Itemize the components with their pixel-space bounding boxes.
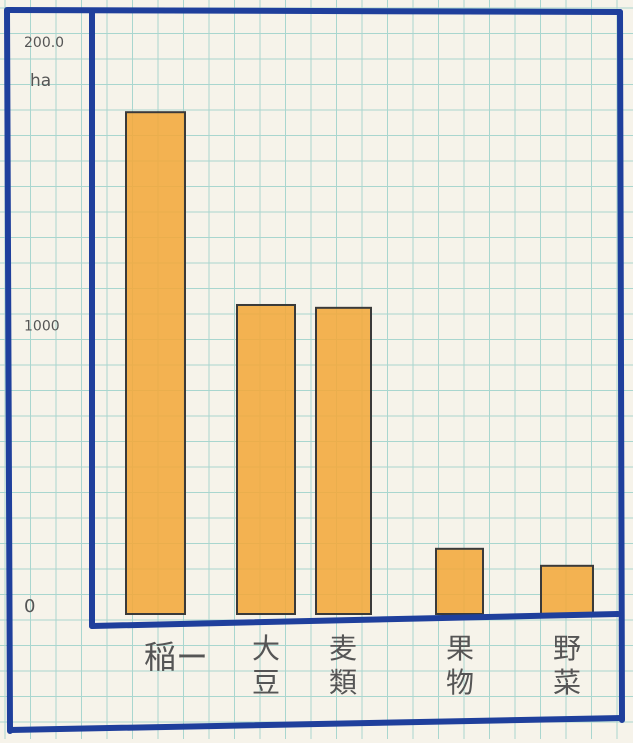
category-label: 野菜 bbox=[553, 632, 581, 699]
frame-left bbox=[4, 7, 13, 734]
frame-top bbox=[5, 7, 623, 15]
y-unit-label: ha bbox=[30, 71, 51, 91]
y-tick-label: 0 bbox=[24, 596, 35, 617]
bar-1 bbox=[125, 111, 186, 616]
bar-5 bbox=[540, 564, 594, 615]
frame bbox=[4, 7, 625, 734]
frame-right bbox=[617, 9, 625, 723]
frame-bottom bbox=[7, 715, 625, 733]
category-label: 麦類 bbox=[329, 632, 357, 699]
category-label: 大豆 bbox=[252, 632, 280, 699]
x-axis bbox=[89, 611, 621, 629]
category-label: 果物 bbox=[446, 632, 474, 699]
y-tick-label: 200.0 bbox=[24, 35, 64, 51]
bar-3 bbox=[315, 306, 372, 615]
bar-2 bbox=[236, 303, 296, 615]
bar-4 bbox=[435, 547, 484, 615]
y-tick-label: 1000 bbox=[24, 319, 60, 335]
bars bbox=[125, 111, 594, 616]
category-label: 稲ー bbox=[144, 638, 208, 676]
